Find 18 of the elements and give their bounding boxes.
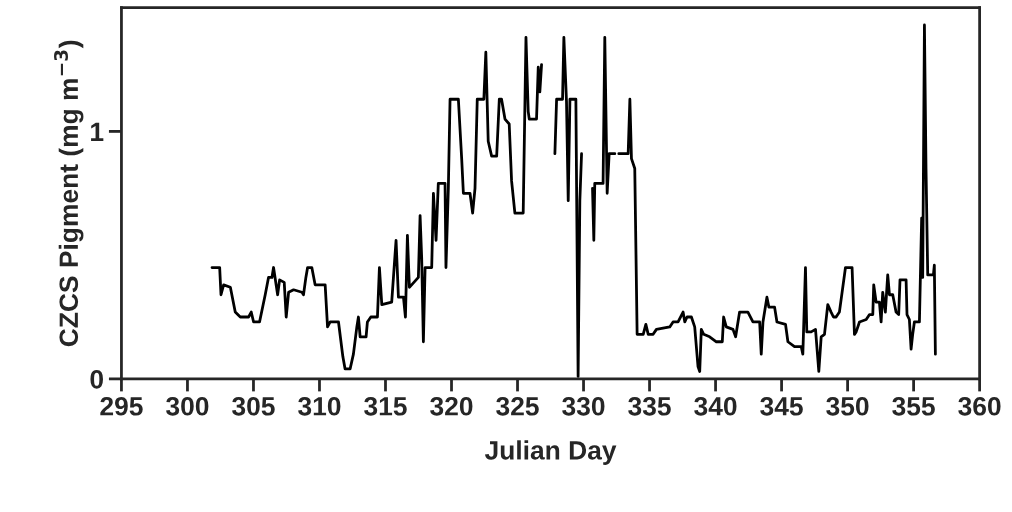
- x-tick-label: 330: [562, 396, 605, 416]
- y-tick-label: 0: [90, 370, 103, 389]
- x-tick-label: 350: [826, 396, 869, 416]
- y-tick-label: 1: [91, 122, 104, 141]
- x-axis-title: Julian Day: [484, 440, 617, 465]
- x-tick-label: 300: [166, 396, 209, 416]
- x-tick-label: 325: [496, 396, 539, 416]
- x-tick-label: 335: [628, 396, 671, 416]
- x-tick-label: 345: [760, 396, 803, 416]
- y-axis-title: CZCS Pigment (mg m$^{−3}$): [54, 40, 84, 347]
- x-tick-label: 315: [364, 396, 407, 416]
- x-tick-label: 320: [430, 396, 473, 416]
- x-tick-label: 310: [298, 396, 341, 416]
- x-tick-label: 305: [232, 396, 275, 416]
- x-tick-label: 295: [100, 396, 143, 416]
- x-tick-label: 360: [958, 396, 1001, 416]
- x-tick-label: 355: [892, 396, 935, 416]
- x-tick-label: 340: [694, 396, 737, 416]
